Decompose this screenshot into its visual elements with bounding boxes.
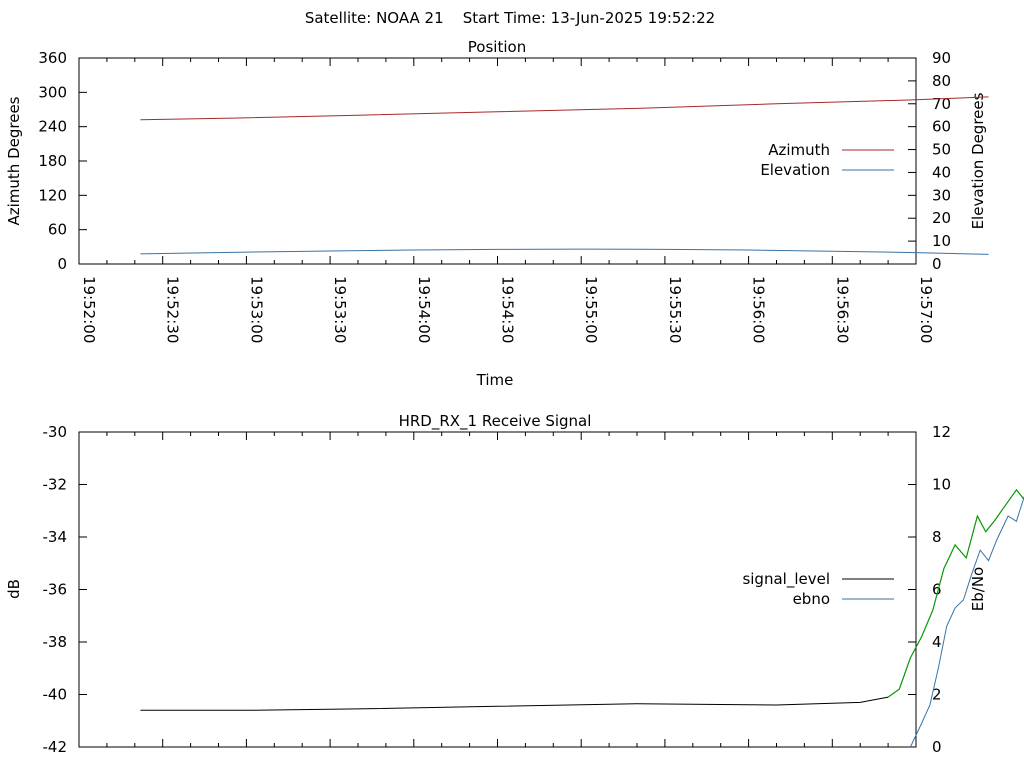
y-tick-label: -40 (43, 686, 68, 704)
series-line-series-2 (887, 488, 1024, 698)
y2-tick-label: 50 (932, 141, 951, 159)
series-line-Elevation (140, 248, 989, 255)
y-tick-label: -36 (43, 581, 68, 599)
y-tick-label: -38 (43, 633, 68, 651)
y2-tick-label: 80 (932, 72, 951, 90)
y-tick-label: -34 (43, 528, 68, 546)
y2-tick-label: 12 (932, 423, 951, 441)
x-tick-label: 19:56:00 (750, 276, 768, 343)
y-tick-label: -42 (43, 738, 68, 756)
series-line-ebno (909, 495, 1024, 748)
x-tick-label: 19:55:00 (582, 276, 600, 343)
x-tick-label: 19:53:00 (247, 276, 265, 343)
y-tick-label: 120 (38, 186, 67, 204)
y2-tick-label: 30 (932, 186, 951, 204)
y2-tick-label: 6 (932, 581, 942, 599)
y2-tick-label: 4 (932, 633, 942, 651)
position-marks: 0 60 120 180 240 300 360 0 10 20 30 40 50 60 70 80 90 19:… (38, 49, 989, 343)
y2-tick-label: 20 (932, 209, 951, 227)
receive-signal-y2-axis-label: Eb/No (969, 567, 987, 611)
y-tick-label: 0 (57, 255, 67, 273)
y2-tick-label: 2 (932, 686, 942, 704)
position-legend: Azimuth Elevation (760, 141, 894, 179)
position-chart: Position Azimuth Degrees Elevation Degre… (5, 38, 989, 389)
x-tick-label: 19:54:30 (499, 276, 517, 343)
receive-signal-plot-frame (78, 431, 917, 748)
position-chart-title: Position (468, 38, 526, 56)
y2-tick-label: 40 (932, 163, 951, 181)
y-tick-label: 180 (38, 152, 67, 170)
y2-tick-label: 0 (932, 255, 942, 273)
legend-label: Azimuth (768, 141, 830, 159)
y2-tick-label: 8 (932, 528, 942, 546)
y-tick-label: -32 (43, 476, 68, 494)
y2-tick-label: 10 (932, 476, 951, 494)
position-y-axis-label: Azimuth Degrees (5, 96, 23, 225)
x-tick-label: 19:53:30 (331, 276, 349, 343)
legend-label: Elevation (760, 161, 830, 179)
position-y2-axis-label: Elevation Degrees (969, 92, 987, 229)
x-tick-label: 19:57:00 (917, 276, 935, 343)
x-tick-label: 19:56:30 (833, 276, 851, 343)
figure-title: Satellite: NOAA 21 Start Time: 13-Jun-20… (305, 9, 715, 27)
y-tick-label: -30 (43, 423, 68, 441)
x-tick-label: 19:52:30 (164, 276, 182, 343)
series-line-signal_level (140, 488, 1024, 711)
x-tick-label: 19:52:00 (80, 276, 98, 343)
y2-tick-label: 90 (932, 49, 951, 67)
y2-tick-label: 0 (932, 738, 942, 756)
position-x-axis-label: Time (476, 371, 514, 389)
legend-label: ebno (793, 590, 830, 608)
y2-tick-label: 60 (932, 118, 951, 136)
receive-signal-chart: HRD_RX_1 Receive Signal dB Eb/No -30-32-… (5, 412, 1024, 756)
y2-tick-label: 10 (932, 232, 951, 250)
receive-signal-chart-title: HRD_RX_1 Receive Signal (399, 412, 592, 431)
receive-signal-marks: -30 -32 -34 -36 -38 -40 -42 0 2 4 6 8 10 12 (43, 423, 1024, 756)
legend-label: signal_level (742, 570, 830, 589)
x-tick-label: 19:55:30 (666, 276, 684, 343)
y-tick-label: 300 (38, 83, 67, 101)
y2-tick-label: 70 (932, 95, 951, 113)
x-tick-label: 19:54:00 (415, 276, 433, 343)
y-tick-label: 240 (38, 118, 67, 136)
series-line-Azimuth (140, 96, 989, 121)
receive-signal-y-axis-label: dB (5, 579, 23, 599)
y-tick-label: 60 (48, 221, 67, 239)
y-tick-label: 360 (38, 49, 67, 67)
